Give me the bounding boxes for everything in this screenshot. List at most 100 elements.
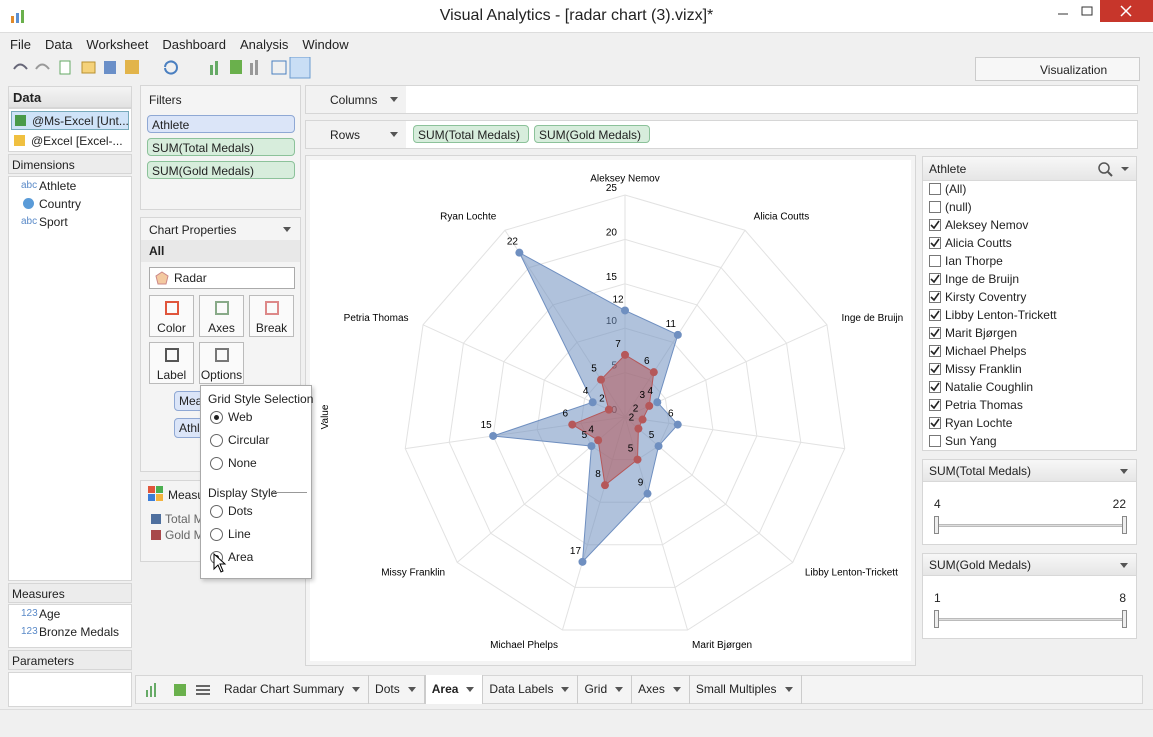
athlete-label[interactable]: (null) — [945, 200, 972, 214]
radio-button[interactable] — [210, 528, 223, 541]
checkbox[interactable] — [929, 327, 941, 339]
legend-label: Gold Me — [165, 528, 211, 542]
row-pill[interactable]: SUM(Total Medals) — [413, 125, 529, 143]
filter-pill[interactable]: SUM(Total Medals) — [147, 138, 295, 156]
menu-item[interactable]: Dashboard — [162, 37, 226, 52]
athlete-label[interactable]: Ian Thorpe — [945, 254, 1003, 268]
radio-button[interactable] — [210, 457, 223, 470]
sheet-tab[interactable]: Grid — [578, 675, 633, 704]
window-controls[interactable] — [1050, 0, 1153, 24]
data-point — [588, 398, 597, 407]
menu-item[interactable]: Analysis — [239, 37, 289, 52]
tab-tools[interactable] — [144, 682, 216, 698]
data-label: 5 — [582, 430, 588, 441]
athlete-label[interactable]: Inge de Bruijn — [945, 272, 1020, 286]
athlete-label[interactable]: Alicia Coutts — [945, 236, 1012, 250]
athlete-label[interactable]: Marit Bjørgen — [945, 326, 1018, 340]
radio-button[interactable] — [210, 434, 223, 447]
sheet-tab[interactable]: Data Labels — [483, 675, 579, 704]
checkbox[interactable] — [929, 273, 941, 285]
property-button[interactable]: Label — [149, 342, 194, 384]
athlete-label[interactable]: Kirsty Coventry — [945, 290, 1027, 304]
menu-item[interactable]: File — [10, 37, 31, 52]
sheet-tab[interactable]: Small Multiples — [690, 675, 802, 704]
checkbox[interactable] — [929, 381, 941, 393]
field-name[interactable]: Athlete — [39, 179, 77, 193]
check-mark — [930, 418, 940, 428]
filter-pill[interactable]: SUM(Gold Medals) — [147, 161, 295, 179]
athlete-label[interactable]: Michael Phelps — [945, 344, 1027, 358]
athlete-label[interactable]: Natalie Coughlin — [945, 380, 1034, 394]
legend-title: Measu — [168, 488, 205, 502]
checkbox[interactable] — [929, 291, 941, 303]
data-source[interactable]: @Excel [Excel-... — [11, 132, 129, 151]
row-pill[interactable]: SUM(Gold Medals) — [534, 125, 650, 143]
radio-label[interactable]: Area — [228, 550, 254, 564]
checkbox[interactable] — [929, 183, 941, 195]
property-button[interactable]: Options — [199, 342, 244, 384]
chart-type-select[interactable]: Radar — [149, 267, 295, 289]
sheet-tab[interactable]: Area — [424, 675, 484, 704]
property-button[interactable]: Color — [149, 295, 194, 337]
toolbar-icons[interactable] — [10, 57, 320, 79]
property-button[interactable]: Break — [249, 295, 294, 337]
data-label: 9 — [638, 478, 644, 489]
athlete-label[interactable]: Ryan Lochte — [945, 416, 1013, 430]
athlete-label[interactable]: Missy Franklin — [945, 362, 1022, 376]
menu-item[interactable]: Data — [44, 37, 73, 52]
checkbox[interactable] — [929, 201, 941, 213]
radio-button[interactable] — [210, 505, 223, 518]
check-mark — [930, 274, 940, 284]
slider-handle[interactable] — [934, 516, 939, 534]
athlete-label[interactable]: Petria Thomas — [945, 398, 1023, 412]
radio-label[interactable]: Line — [228, 527, 251, 541]
checkbox[interactable] — [929, 237, 941, 249]
checkbox[interactable] — [929, 345, 941, 357]
filter-pill[interactable]: Athlete — [147, 115, 295, 133]
checkbox[interactable] — [929, 309, 941, 321]
checkbox[interactable] — [929, 363, 941, 375]
data-point — [653, 398, 662, 407]
checkbox[interactable] — [929, 417, 941, 429]
radio-label[interactable]: None — [228, 456, 257, 470]
search-icon[interactable] — [1097, 161, 1133, 177]
data-label: 2 — [599, 394, 605, 405]
radio-label[interactable]: Circular — [228, 433, 270, 447]
source-icon — [14, 135, 25, 146]
data-label: 22 — [507, 237, 519, 248]
checkbox[interactable] — [929, 399, 941, 411]
checkbox[interactable] — [929, 435, 941, 447]
slider-handle[interactable] — [934, 610, 939, 628]
athlete-label[interactable]: Sun Yang — [945, 434, 997, 448]
athlete-label[interactable]: Aleksey Nemov — [945, 218, 1029, 232]
data-source[interactable]: @Ms-Excel [Unt... — [11, 111, 129, 130]
sheet-tab[interactable]: Axes — [632, 675, 690, 704]
menu-item[interactable]: Window — [302, 37, 349, 52]
slider-handle[interactable] — [1122, 610, 1127, 628]
type-icon: 123 — [21, 626, 38, 637]
property-button[interactable]: Axes — [199, 295, 244, 337]
radio-label[interactable]: Dots — [228, 504, 253, 518]
field-name[interactable]: Age — [39, 607, 61, 621]
slider-header: SUM(Total Medals) — [923, 460, 1136, 482]
data-label: 8 — [595, 469, 601, 480]
visualization-tab[interactable]: Visualization — [975, 57, 1140, 81]
menu-item[interactable]: Worksheet — [86, 37, 149, 52]
sheet-tab[interactable]: Dots — [369, 675, 425, 704]
athlete-label[interactable]: Libby Lenton-Trickett — [945, 308, 1057, 322]
field-name[interactable]: Bronze Medals — [39, 625, 120, 639]
checkbox[interactable] — [929, 219, 941, 231]
type-icon: abc — [21, 216, 38, 227]
checkbox[interactable] — [929, 255, 941, 267]
field-name[interactable]: Country — [39, 197, 82, 211]
radio-button[interactable] — [210, 411, 223, 424]
slider-handle[interactable] — [1122, 516, 1127, 534]
radio-label[interactable]: Web — [228, 410, 253, 424]
field-name[interactable]: Sport — [39, 215, 68, 229]
athlete-label[interactable]: (All) — [945, 182, 967, 196]
check-mark — [930, 310, 940, 320]
button-label: Color — [157, 321, 186, 335]
data-point — [654, 442, 663, 451]
data-label: 7 — [615, 339, 621, 350]
sheet-tab[interactable]: Radar Chart Summary — [218, 675, 370, 704]
